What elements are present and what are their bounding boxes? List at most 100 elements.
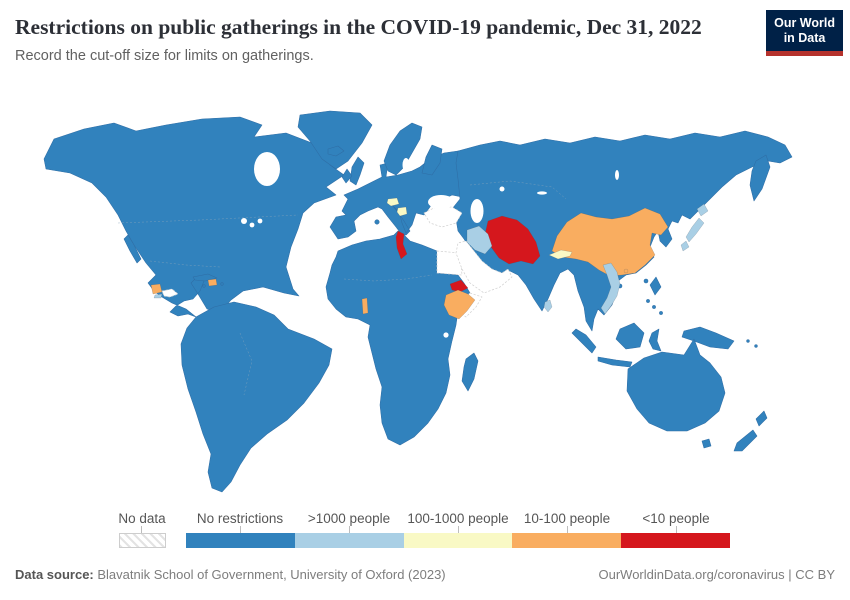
region-greenland[interactable]	[297, 110, 373, 170]
map-borders-group	[117, 180, 567, 396]
owid-logo-line2: in Data	[783, 31, 826, 45]
country-japan-honshu[interactable]	[685, 217, 705, 243]
region-new-zealand-south[interactable]	[733, 429, 758, 452]
region-madagascar[interactable]	[461, 352, 479, 392]
legend-swatch-0[interactable]	[186, 533, 295, 548]
owid-logo-box: Our World in Data	[766, 10, 843, 51]
region-australia[interactable]	[626, 338, 726, 432]
region-java[interactable]	[597, 356, 633, 368]
region-philippines-island[interactable]	[646, 299, 650, 303]
region-sardinia[interactable]	[374, 219, 380, 225]
region-iceland[interactable]	[327, 145, 345, 157]
legend-label-1[interactable]: >1000 people	[307, 511, 391, 526]
country-iraq[interactable]	[466, 225, 493, 255]
country-nepal[interactable]	[548, 249, 573, 260]
region-jamaica[interactable]	[202, 284, 206, 288]
region-egypt-no-data[interactable]	[436, 250, 463, 276]
baltic-sea	[402, 158, 410, 172]
legend-no-data-label[interactable]: No data	[118, 511, 166, 526]
region-finland[interactable]	[421, 144, 443, 176]
world-map	[0, 103, 850, 505]
lake-balkhash	[537, 191, 547, 195]
legend-tick	[141, 526, 142, 533]
map-no-data-group	[161, 206, 513, 318]
region-ireland[interactable]	[341, 168, 353, 184]
map-water-group	[241, 152, 619, 338]
country-japan-kyushu[interactable]	[680, 240, 690, 252]
country-ethiopia[interactable]	[443, 289, 476, 320]
owid-logo-red-bar	[766, 51, 843, 56]
region-puerto-rico[interactable]	[220, 282, 224, 286]
page-title: Restrictions on public gatherings in the…	[15, 15, 702, 39]
country-dominican-republic[interactable]	[207, 278, 218, 287]
hudson-bay	[254, 152, 280, 186]
legend-color-bar	[186, 533, 730, 548]
country-hong-kong[interactable]	[623, 268, 629, 274]
region-south-america[interactable]	[180, 301, 333, 493]
legend-label-0[interactable]: No restrictions	[196, 511, 284, 526]
lake-baikal	[615, 170, 619, 180]
great-lake	[241, 218, 247, 224]
legend-swatch-3[interactable]	[512, 533, 622, 548]
legend-no-data-swatch[interactable]	[119, 533, 166, 548]
legend-tick	[567, 526, 568, 533]
map-land-group	[43, 110, 793, 493]
country-japan-hokkaido[interactable]	[696, 203, 709, 217]
country-china[interactable]	[551, 207, 669, 277]
region-tasmania[interactable]	[701, 438, 712, 449]
region-arabia-no-data[interactable]	[455, 240, 513, 294]
country-serbia[interactable]	[396, 206, 408, 217]
country-hungary[interactable]	[386, 197, 400, 207]
region-honduras-no-data[interactable]	[161, 288, 179, 298]
region-north-america[interactable]	[43, 116, 349, 318]
region-philippines[interactable]	[649, 276, 662, 296]
legend-label-3[interactable]: 10-100 people	[523, 511, 611, 526]
legend-tick	[240, 526, 241, 533]
data-source: Data source: Blavatnik School of Governm…	[15, 567, 446, 582]
legend-swatch-4[interactable]	[621, 533, 730, 548]
region-new-guinea[interactable]	[681, 326, 735, 350]
region-new-zealand-north[interactable]	[755, 410, 768, 427]
owid-logo[interactable]: Our World in Data	[766, 10, 843, 56]
country-sri-lanka[interactable]	[543, 299, 553, 313]
region-africa[interactable]	[325, 230, 471, 446]
data-source-label: Data source:	[15, 567, 94, 582]
legend-swatch-1[interactable]	[294, 533, 404, 548]
lake-victoria	[443, 332, 449, 338]
region-cuba[interactable]	[192, 273, 218, 282]
region-philippines-island[interactable]	[659, 311, 663, 315]
region-borneo[interactable]	[615, 322, 645, 350]
legend-swatch-2[interactable]	[403, 533, 513, 548]
country-el-salvador[interactable]	[153, 293, 163, 299]
owid-logo-line1: Our World	[774, 16, 835, 30]
region-baja-california[interactable]	[123, 234, 142, 264]
chart-header: Restrictions on public gatherings in the…	[15, 13, 743, 64]
region-united-kingdom[interactable]	[349, 156, 365, 186]
country-guatemala[interactable]	[150, 283, 163, 295]
country-eritrea[interactable]	[449, 279, 469, 293]
region-sulawesi[interactable]	[648, 328, 662, 352]
border-us-mexico	[149, 260, 221, 268]
great-lake	[257, 218, 263, 224]
map-countries-group	[150, 197, 709, 320]
country-togo[interactable]	[361, 297, 369, 315]
legend-tick	[676, 526, 677, 533]
region-solomon-island[interactable]	[754, 344, 758, 348]
region-kamchatka[interactable]	[749, 154, 771, 202]
black-sea	[428, 195, 454, 209]
region-solomon-island[interactable]	[746, 339, 750, 343]
region-sumatra[interactable]	[571, 328, 597, 354]
aral-sea	[499, 186, 505, 192]
region-taiwan[interactable]	[643, 278, 649, 284]
region-turkey-no-data[interactable]	[423, 206, 463, 228]
region-scandinavia[interactable]	[383, 122, 423, 176]
chart-footer: Data source: Blavatnik School of Governm…	[15, 567, 835, 582]
border-brazil	[239, 332, 253, 396]
country-vietnam[interactable]	[600, 262, 621, 315]
country-tunisia[interactable]	[395, 230, 408, 260]
legend-tick	[349, 526, 350, 533]
legend-label-2[interactable]: 100-1000 people	[407, 511, 509, 526]
region-philippines-island[interactable]	[652, 305, 656, 309]
footer-link[interactable]: OurWorldinData.org/coronavirus | CC BY	[598, 567, 835, 582]
legend-label-4[interactable]: <10 people	[642, 511, 710, 526]
